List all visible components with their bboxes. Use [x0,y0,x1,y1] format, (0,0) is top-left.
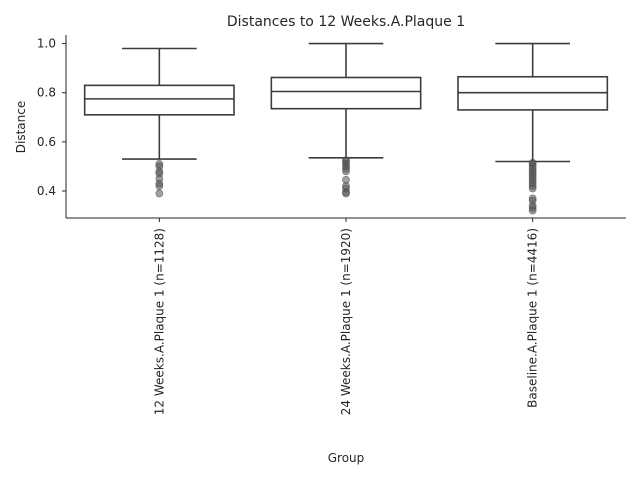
y-ticks: 0.4 0.6 0.8 1.0 [37,37,66,198]
x-axis-label: Group [328,451,365,465]
box-iqr [270,76,422,110]
y-axis-label: Distance [14,101,28,153]
outlier-point [342,167,350,176]
x-tick-label: 24 Weeks.A.Plaque 1 (n=1920) [339,228,353,415]
box-iqr [83,84,235,116]
y-tick-label: 1.0 [37,37,56,51]
y-tick-label: 0.4 [37,184,56,198]
outlier-point [155,189,164,198]
x-ticks: 12 Weeks.A.Plaque 1 (n=1128) 24 Weeks.A.P… [152,218,540,415]
outlier-point [528,184,537,193]
chart-title: Distances to 12 Weeks.A.Plaque 1 [227,14,465,30]
outlier-point [155,182,164,190]
box-group [83,47,235,198]
box-group [457,42,609,215]
outlier-point [342,189,350,198]
y-tick-label: 0.8 [37,86,56,100]
box-group [270,42,422,198]
outlier-point [528,206,537,215]
x-tick-label: Baseline.A.Plaque 1 (n=4416) [526,228,540,408]
y-tick-label: 0.6 [37,135,56,149]
boxes [83,42,609,215]
x-tick-label: 12 Weeks.A.Plaque 1 (n=1128) [152,228,166,415]
